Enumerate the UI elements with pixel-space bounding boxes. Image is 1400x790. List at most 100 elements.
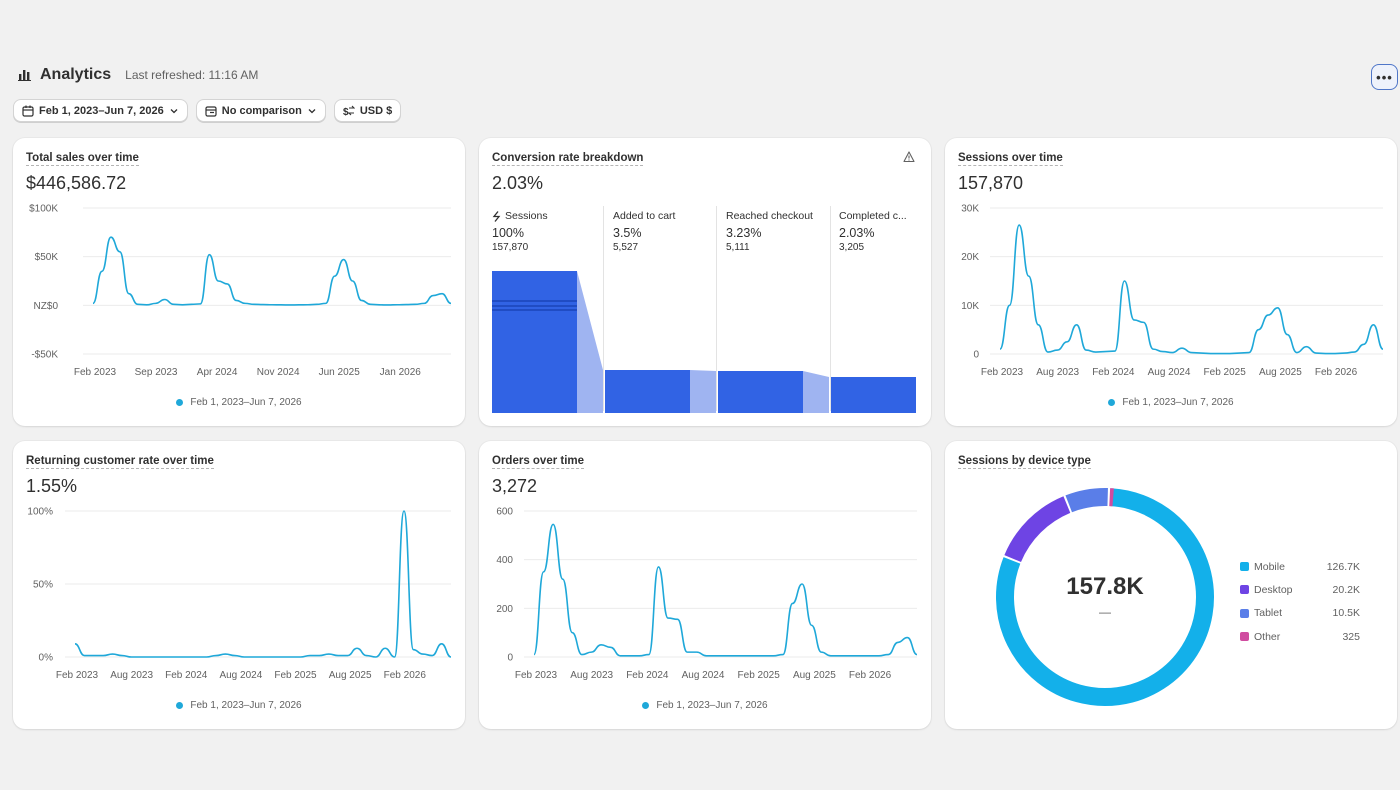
legend-item-tablet[interactable]: Tablet 10.5K (1240, 602, 1360, 625)
returning-rate-chart: 100% 50% 0% Feb 2023 Aug 2023 Feb 2024 Aug 20… (27, 507, 452, 681)
legend-value: 10.5K (1332, 607, 1360, 620)
donut-slice-tablet (1065, 488, 1108, 513)
device-legend: Mobile 126.7K Desktop 20.2K Tablet 10.5K… (1240, 555, 1360, 648)
card-value: 2.03% (492, 173, 544, 193)
calendar-compare-icon (205, 105, 217, 117)
stage-label: Completed c... (839, 210, 907, 222)
stage-percent: 3.23% (726, 226, 762, 240)
x-axis: Feb 2023 Aug 2023 Feb 2024 Aug 2024 Feb 2025… (56, 670, 426, 681)
y-tick-label: 200 (496, 604, 513, 615)
legend-label: Desktop (1254, 583, 1293, 596)
x-tick-label: Aug 2024 (682, 670, 725, 681)
warning-triangle-icon[interactable] (903, 151, 915, 163)
sessions-line (999, 224, 1384, 355)
x-tick-label: Jan 2026 (380, 367, 422, 378)
y-axis: 600 400 200 0 (496, 507, 513, 664)
returning-rate-card[interactable]: Returning customer rate over time 1.55% … (13, 441, 465, 729)
currency-label: USD $ (359, 104, 393, 117)
stage-label: Added to cart (613, 210, 676, 222)
x-axis: Feb 2023 Sep 2023 Apr 2024 Nov 2024 Jun 2025… (74, 367, 421, 378)
stage-count: 157,870 (492, 242, 529, 253)
stage-label: Reached checkout (726, 210, 813, 222)
comparison-picker[interactable]: No comparison (195, 99, 326, 122)
donut-total: 157.8K (1066, 573, 1144, 600)
orders-chart: 600 400 200 0 Feb 2023 Aug 2023 Feb 2024 Aug 2… (496, 507, 918, 681)
orders-card[interactable]: Orders over time 3,272 600 400 200 0 Feb 20… (479, 441, 931, 729)
funnel-bar (718, 371, 803, 413)
card-title[interactable]: Conversion rate breakdown (492, 152, 644, 166)
funnel-bar (831, 377, 916, 413)
sessions-card[interactable]: Sessions over time 157,870 30K 20K 10K 0 Fe… (945, 138, 1397, 426)
currency-exchange-icon: $ (343, 105, 355, 117)
card-title[interactable]: Returning customer rate over time (26, 455, 214, 469)
stage-label: Sessions (505, 210, 548, 222)
legend-item-other[interactable]: Other 325 (1240, 625, 1360, 648)
legend-label: Other (1254, 630, 1281, 643)
date-range-picker[interactable]: Feb 1, 2023–Jun 7, 2026 (13, 99, 188, 122)
x-tick-label: Feb 2023 (74, 367, 117, 378)
x-tick-label: Nov 2024 (257, 367, 300, 378)
comparison-label: No comparison (221, 104, 302, 117)
funnel-bar (492, 271, 577, 413)
sessions-icon (492, 210, 501, 222)
x-tick-label: Aug 2024 (1148, 367, 1191, 378)
x-tick-label: Aug 2025 (1259, 367, 1302, 378)
legend-dot (1108, 399, 1116, 406)
y-tick-label: $50K (35, 252, 59, 263)
device-type-card[interactable]: Sessions by device type (945, 441, 1397, 729)
more-icon: ••• (1376, 69, 1393, 85)
x-tick-label: Aug 2023 (570, 670, 613, 681)
funnel-stage: Added to cart 3.5% 5,527 (613, 210, 675, 253)
y-tick-label: 20K (961, 252, 979, 263)
y-axis: $100K $50K NZ$0 -$50K (29, 204, 58, 361)
chevron-down-icon (308, 108, 316, 113)
x-tick-label: Feb 2026 (384, 670, 427, 681)
y-tick-label: 0% (39, 653, 54, 664)
legend-item-desktop[interactable]: Desktop 20.2K (1240, 578, 1360, 601)
x-tick-label: Feb 2024 (165, 670, 208, 681)
more-actions-button[interactable]: ••• (1371, 64, 1398, 90)
y-tick-label: 400 (496, 555, 513, 566)
conversion-card[interactable]: Conversion rate breakdown 2.03% Sessions… (479, 138, 931, 426)
x-tick-label: Apr 2024 (197, 367, 238, 378)
card-title[interactable]: Sessions over time (958, 152, 1063, 166)
legend-item-mobile[interactable]: Mobile 126.7K (1240, 555, 1360, 578)
total-sales-card[interactable]: Total sales over time $446,586.72 $100K $… (13, 138, 465, 426)
x-axis: Feb 2023 Aug 2023 Feb 2024 Aug 2024 Feb 2025… (515, 670, 892, 681)
y-tick-label: $100K (29, 204, 58, 215)
y-tick-label: 600 (496, 507, 513, 518)
card-value: $446,586.72 (26, 173, 127, 193)
funnel-chart (492, 271, 916, 413)
x-tick-label: Feb 2025 (738, 670, 781, 681)
chart-legend: Feb 1, 2023–Jun 7, 2026 (13, 700, 465, 711)
chevron-down-icon (170, 108, 178, 113)
donut-slice-desktop (1004, 496, 1071, 563)
legend-dot (642, 702, 650, 709)
legend-label: Tablet (1254, 607, 1283, 620)
card-title[interactable]: Sessions by device type (958, 455, 1091, 469)
x-tick-label: Feb 2023 (981, 367, 1024, 378)
x-tick-label: Jun 2025 (319, 367, 361, 378)
donut-slice-mobile (996, 488, 1214, 706)
funnel-divider (830, 206, 831, 411)
chart-legend: Feb 1, 2023–Jun 7, 2026 (13, 397, 465, 408)
y-tick-label: -$50K (31, 350, 58, 361)
currency-picker[interactable]: $ USD $ (333, 99, 402, 122)
donut-subtext: — (1099, 605, 1111, 619)
funnel-divider (716, 206, 717, 411)
legend-label: Feb 1, 2023–Jun 7, 2026 (190, 397, 302, 408)
total-sales-chart: $100K $50K NZ$0 -$50K Feb 2023 Sep 2023 Apr 2… (29, 204, 452, 378)
card-title[interactable]: Total sales over time (26, 152, 139, 166)
y-tick-label: 100% (27, 507, 53, 518)
y-tick-label: 50% (33, 580, 53, 591)
x-tick-label: Feb 2025 (274, 670, 317, 681)
x-tick-label: Aug 2023 (110, 670, 153, 681)
card-title[interactable]: Orders over time (492, 455, 585, 469)
x-tick-label: Feb 2024 (1092, 367, 1135, 378)
legend-dot (176, 399, 184, 406)
x-tick-label: Feb 2023 (515, 670, 558, 681)
card-value: 1.55% (26, 476, 78, 496)
gridlines (83, 207, 451, 355)
funnel-stage: Completed c... 2.03% 3,205 (839, 210, 907, 253)
y-tick-label: 0 (973, 350, 979, 361)
